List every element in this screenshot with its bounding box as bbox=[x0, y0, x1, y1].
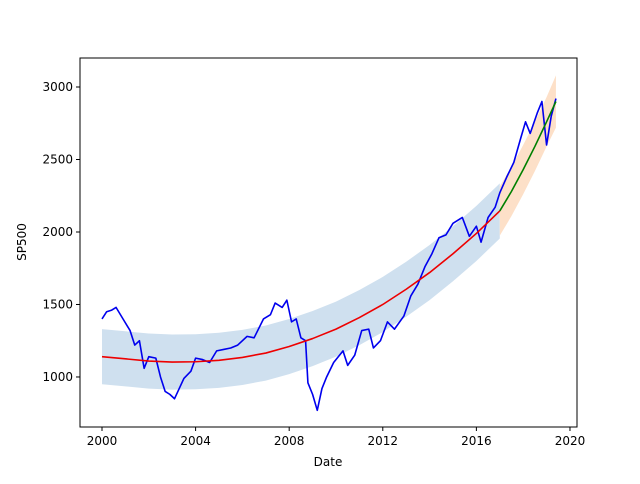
x-tick-label: 2000 bbox=[87, 434, 118, 448]
axes-frame bbox=[79, 57, 578, 428]
y-tick-label: 1500 bbox=[42, 297, 73, 311]
confidence-band bbox=[499, 75, 556, 236]
x-tick-label: 2012 bbox=[368, 434, 399, 448]
x-tick-label: 2004 bbox=[180, 434, 211, 448]
plot-area bbox=[101, 75, 557, 412]
y-tick-label: 1000 bbox=[42, 370, 73, 384]
x-tick-label: 2020 bbox=[555, 434, 586, 448]
y-tick-label: 2500 bbox=[42, 152, 73, 166]
series-line bbox=[101, 210, 501, 363]
y-tick-label: 3000 bbox=[42, 80, 73, 94]
confidence-band bbox=[101, 183, 500, 390]
series-line bbox=[101, 98, 557, 412]
x-tick-label: 2008 bbox=[274, 434, 305, 448]
y-tick-label: 2000 bbox=[42, 225, 73, 239]
x-axis-label: Date bbox=[314, 455, 343, 469]
x-tick-label: 2016 bbox=[461, 434, 492, 448]
y-axis-label: SP500 bbox=[15, 223, 29, 261]
series-line bbox=[499, 101, 557, 212]
